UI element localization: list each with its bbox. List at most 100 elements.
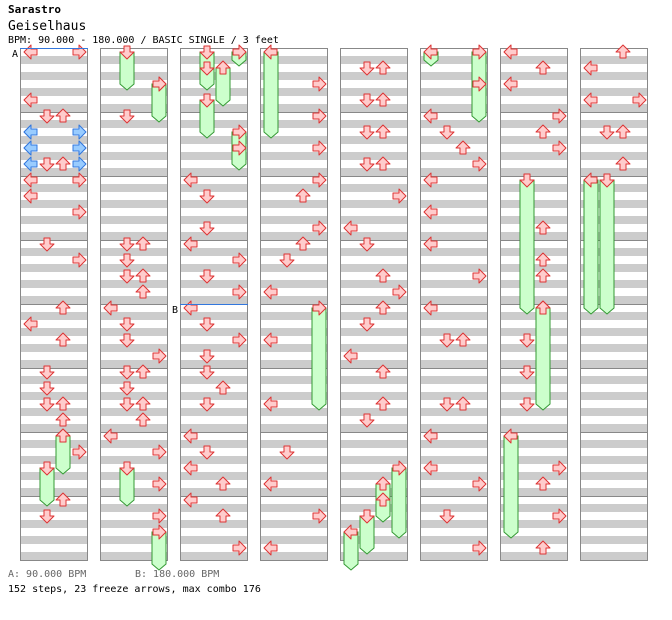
up-arrow-icon	[135, 236, 151, 251]
beat-stripe	[500, 504, 568, 512]
beat-stripe	[180, 376, 248, 384]
left-arrow-icon	[263, 396, 278, 412]
beat-stripe	[260, 248, 328, 256]
measure-frame	[420, 496, 488, 561]
up-arrow-icon	[535, 124, 551, 139]
down-arrow-icon	[119, 365, 135, 380]
beat-stripe	[260, 312, 328, 320]
left-arrow-icon	[583, 92, 598, 108]
beat-stripe	[20, 88, 88, 96]
right-arrow-icon	[552, 108, 567, 124]
right-arrow-icon	[152, 524, 167, 540]
beat-stripe	[260, 472, 328, 480]
beat-stripe	[340, 424, 408, 432]
right-arrow-icon	[232, 252, 247, 268]
beat-stripe	[500, 104, 568, 112]
bpm-legend-a: A: 90.000 BPM	[8, 569, 87, 580]
beat-stripe	[420, 424, 488, 432]
left-arrow-icon	[23, 124, 38, 140]
right-arrow-icon	[472, 76, 487, 92]
down-arrow-icon	[119, 253, 135, 268]
beat-stripe	[420, 216, 488, 224]
beat-stripe	[420, 504, 488, 512]
beat-stripe	[260, 488, 328, 496]
freeze-arrow	[519, 179, 535, 315]
right-arrow-icon	[472, 540, 487, 556]
up-arrow-icon	[135, 396, 151, 411]
beat-stripe	[340, 440, 408, 448]
down-arrow-icon	[39, 365, 55, 380]
beat-stripe	[340, 72, 408, 80]
beat-stripe	[180, 488, 248, 496]
right-arrow-icon	[472, 156, 487, 172]
beat-stripe	[420, 72, 488, 80]
beat-stripe	[340, 408, 408, 416]
beat-stripe	[20, 200, 88, 208]
beat-stripe	[20, 328, 88, 336]
left-arrow-icon	[503, 44, 518, 60]
right-arrow-icon	[232, 124, 247, 140]
beat-stripe	[100, 440, 168, 448]
beat-stripe	[580, 456, 648, 464]
down-arrow-icon	[359, 237, 375, 252]
beat-stripe	[420, 376, 488, 384]
beat-stripe	[260, 136, 328, 144]
measure-frame	[500, 496, 568, 561]
down-arrow-icon	[519, 333, 535, 348]
right-arrow-icon	[312, 220, 327, 236]
beat-stripe	[420, 264, 488, 272]
down-arrow-icon	[119, 333, 135, 348]
beat-stripe	[500, 552, 568, 560]
right-arrow-icon	[312, 76, 327, 92]
down-arrow-icon	[39, 461, 55, 476]
beat-stripe	[180, 456, 248, 464]
beat-stripe	[420, 456, 488, 464]
beat-stripe	[260, 280, 328, 288]
freeze-arrow	[535, 307, 551, 411]
beat-stripe	[180, 472, 248, 480]
beat-stripe	[260, 456, 328, 464]
beat-stripe	[500, 408, 568, 416]
beat-stripe	[500, 376, 568, 384]
down-arrow-icon	[119, 381, 135, 396]
bpm-marker-label: A	[12, 49, 18, 60]
measure-frame	[340, 496, 408, 561]
beat-stripe	[580, 552, 648, 560]
left-arrow-icon	[423, 204, 438, 220]
left-arrow-icon	[423, 44, 438, 60]
beat-stripe	[100, 376, 168, 384]
up-arrow-icon	[55, 428, 71, 443]
beat-stripe	[20, 120, 88, 128]
beat-stripe	[340, 312, 408, 320]
left-arrow-icon	[503, 428, 518, 444]
beat-stripe	[20, 232, 88, 240]
right-arrow-icon	[312, 140, 327, 156]
right-arrow-icon	[72, 140, 87, 156]
left-arrow-icon	[23, 156, 38, 172]
beat-stripe	[500, 168, 568, 176]
left-arrow-icon	[343, 524, 358, 540]
beat-stripe	[580, 376, 648, 384]
down-arrow-icon	[39, 109, 55, 124]
beat-stripe	[20, 296, 88, 304]
beat-stripe	[260, 168, 328, 176]
down-arrow-icon	[199, 61, 215, 76]
down-arrow-icon	[119, 397, 135, 412]
up-arrow-icon	[295, 236, 311, 251]
beat-stripe	[20, 56, 88, 64]
up-arrow-icon	[375, 60, 391, 75]
right-arrow-icon	[72, 124, 87, 140]
left-arrow-icon	[183, 492, 198, 508]
down-arrow-icon	[599, 173, 615, 188]
beat-stripe	[580, 312, 648, 320]
up-arrow-icon	[55, 108, 71, 123]
right-arrow-icon	[72, 44, 87, 60]
right-arrow-icon	[72, 156, 87, 172]
beat-stripe	[20, 248, 88, 256]
left-arrow-icon	[343, 220, 358, 236]
beat-stripe	[100, 200, 168, 208]
up-arrow-icon	[535, 220, 551, 235]
left-arrow-icon	[423, 236, 438, 252]
beat-stripe	[340, 152, 408, 160]
